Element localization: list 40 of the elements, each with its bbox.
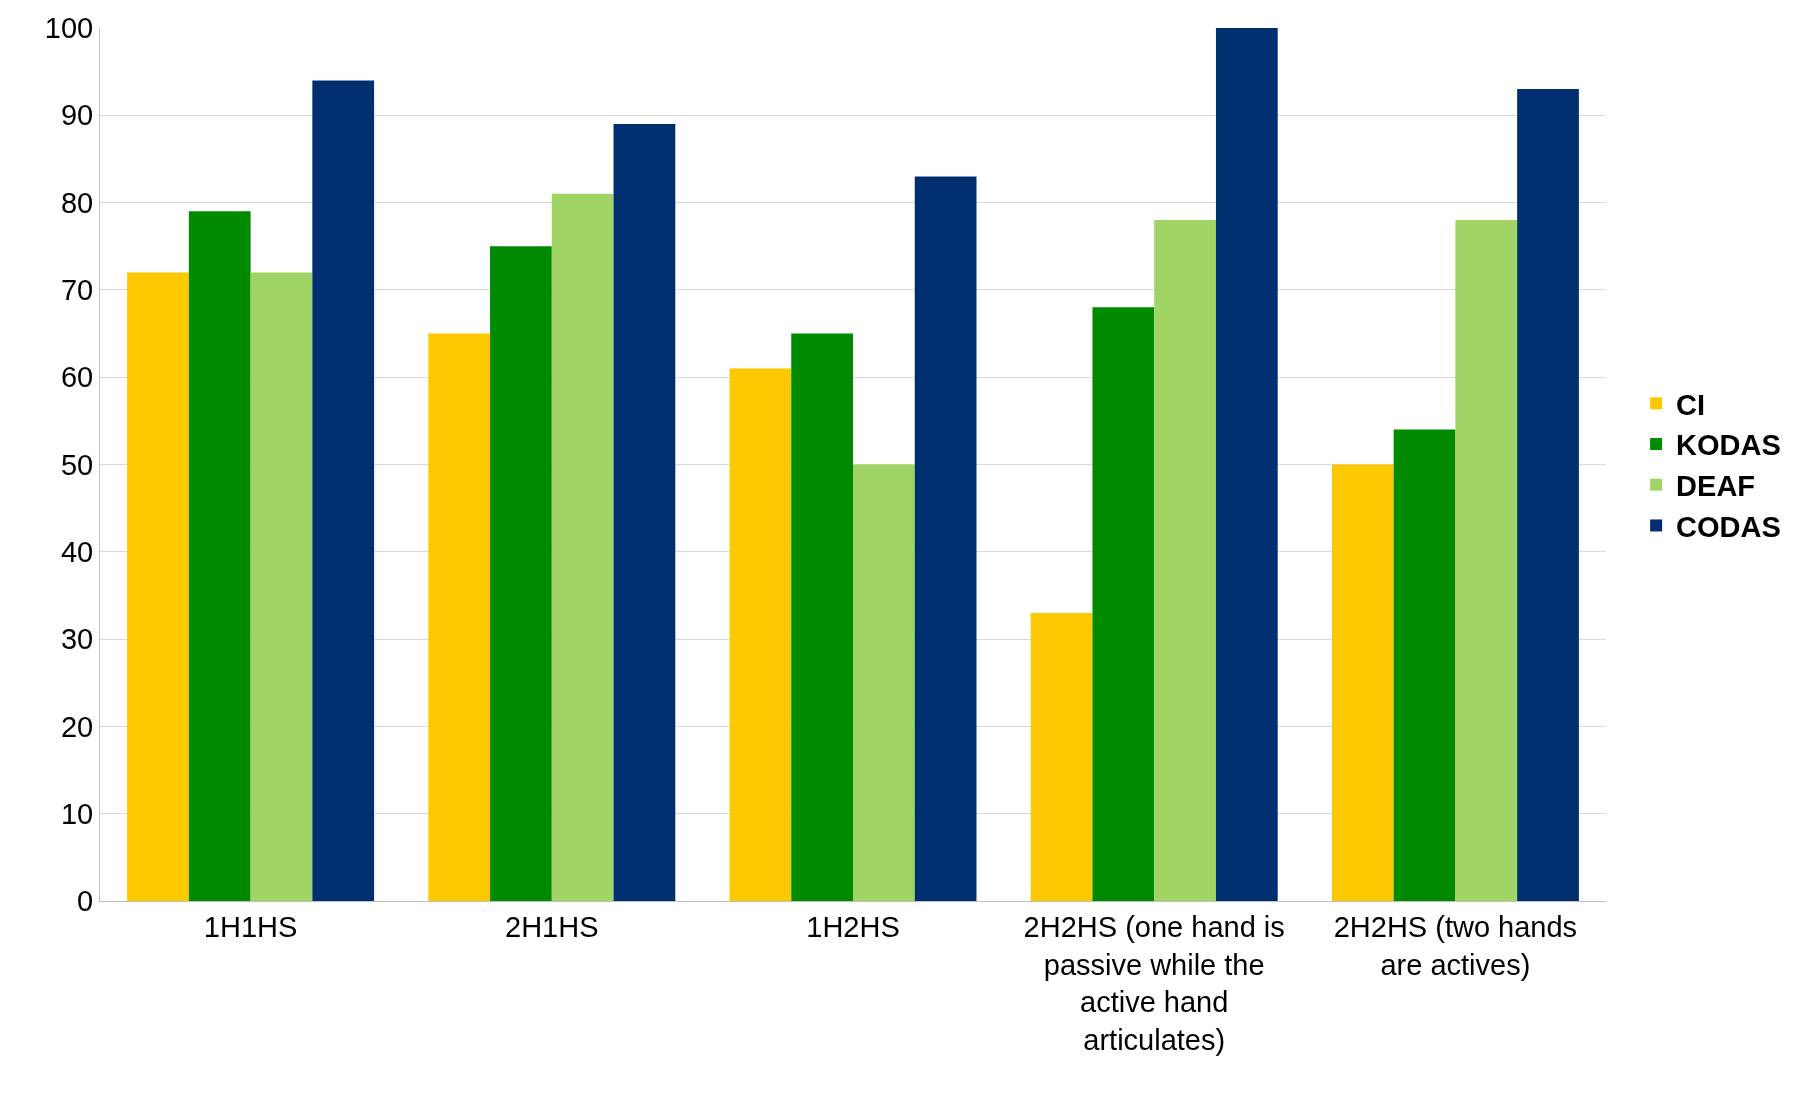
bar [312,80,375,901]
bar [127,272,189,901]
y-tick-label: 10 [60,797,94,830]
bar [490,246,552,901]
y-tick-label: 70 [60,274,94,307]
legend-label: DEAF [1676,470,1756,503]
y-tick-label: 20 [60,710,94,743]
legend-label: KODAS [1676,429,1781,462]
bar [188,211,251,901]
bar [853,464,915,901]
bar [428,333,491,901]
bar [250,272,313,901]
bar [1215,28,1278,901]
y-tick-label: 0 [77,885,94,918]
y-tick-label: 90 [60,99,94,132]
legend-label: CI [1676,388,1706,421]
bar [1092,307,1155,901]
x-tick-label: 2H2HS (two hands are actives) [1333,910,1578,981]
y-tick-label: 100 [44,12,94,45]
y-tick-label: 50 [60,448,94,481]
y-tick-label: 30 [60,623,94,656]
bar [551,193,614,901]
bar [1455,220,1518,901]
x-tick-label: 2H1HS [505,910,599,943]
x-tick-label: 1H1HS [203,910,298,943]
bar [1331,464,1394,901]
bar [1393,429,1456,901]
bar [1030,612,1093,901]
bar [1517,89,1579,901]
x-tick-label: 2H2HS (one hand is passive while the active hand articulates) [1023,910,1285,1056]
bar [914,176,977,901]
bar [613,124,676,901]
bar [729,368,792,901]
bar [1154,220,1216,901]
legend-label: CODAS [1676,510,1781,543]
y-tick-label: 40 [60,535,94,568]
bar [791,333,853,901]
y-tick-label: 60 [60,361,94,394]
x-tick-label: 1H2HS [806,910,900,943]
y-tick-label: 80 [60,186,94,219]
